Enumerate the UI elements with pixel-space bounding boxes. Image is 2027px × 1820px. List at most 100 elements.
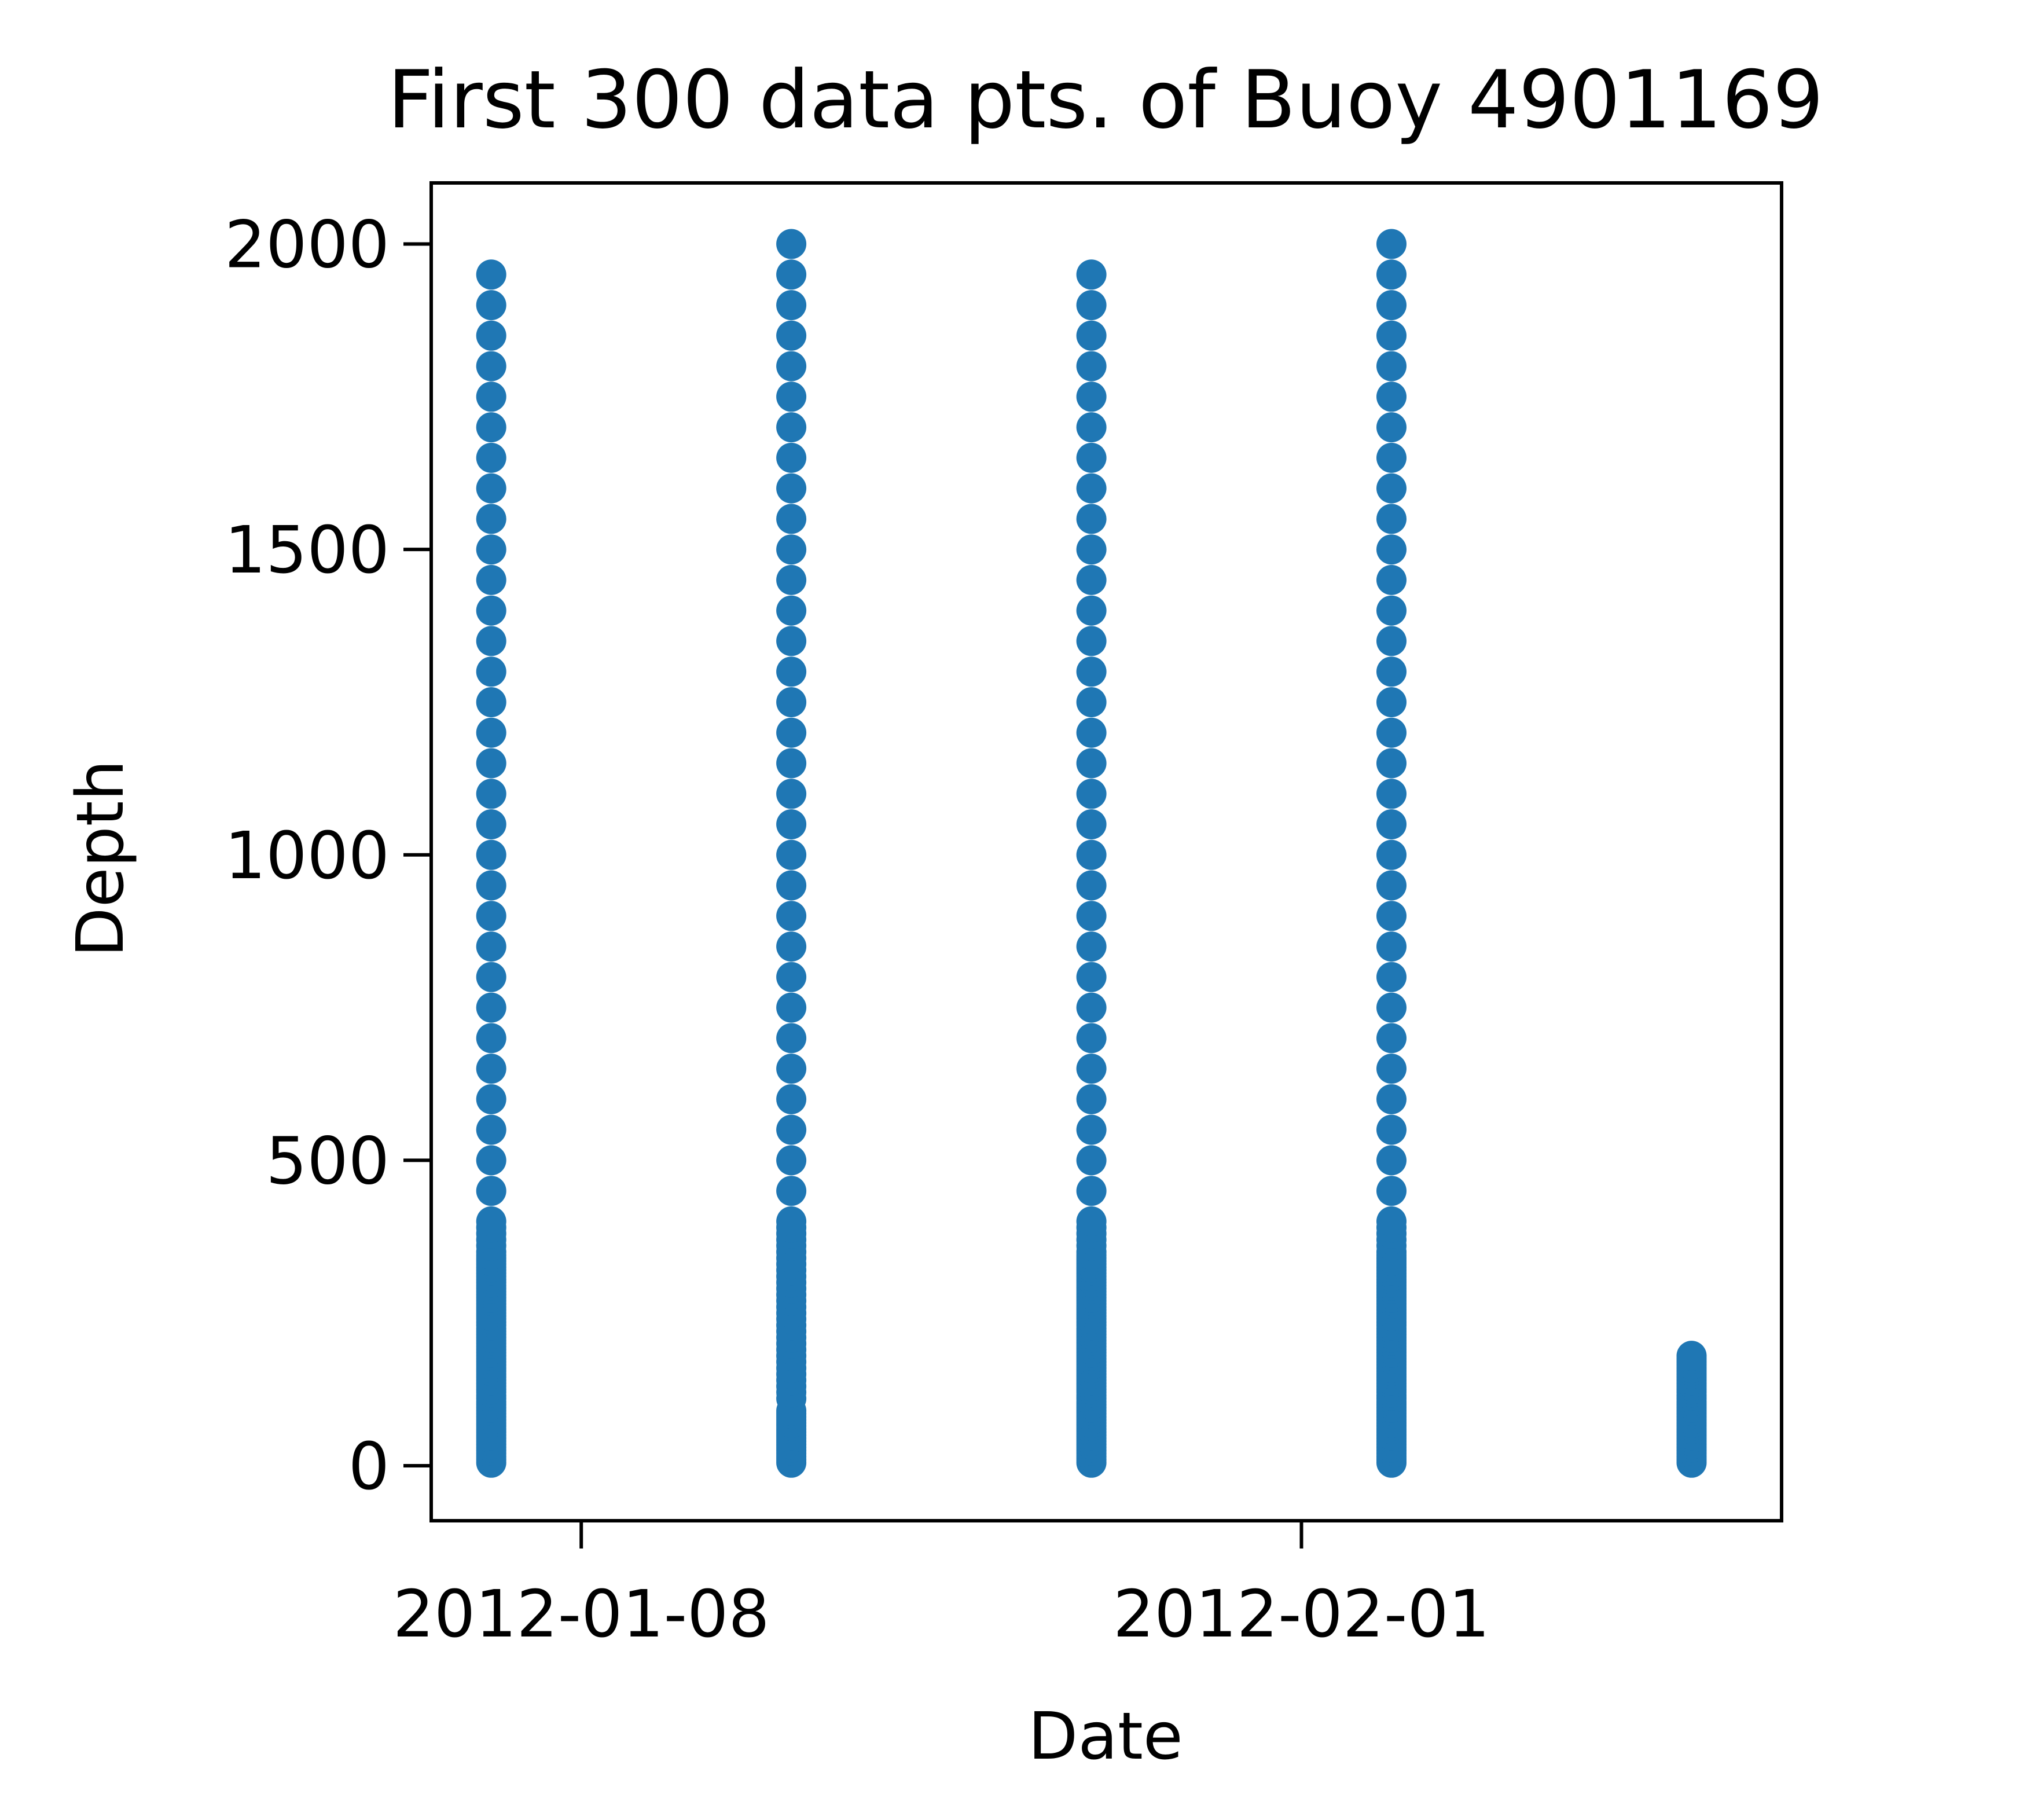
data-point	[1076, 656, 1107, 687]
data-point	[1376, 442, 1407, 473]
data-point	[1376, 809, 1407, 839]
data-point	[776, 320, 807, 351]
data-point	[1076, 1206, 1107, 1236]
data-point	[476, 870, 506, 901]
data-point	[476, 687, 506, 717]
data-point	[476, 564, 506, 595]
data-point	[476, 992, 506, 1023]
data-point	[476, 748, 506, 779]
data-point	[476, 290, 506, 321]
plot-frame	[429, 181, 1783, 1522]
data-point	[1376, 901, 1407, 931]
data-point	[1376, 1023, 1407, 1054]
data-point	[1076, 1114, 1107, 1145]
data-point	[1076, 1054, 1107, 1084]
data-point	[476, 656, 506, 687]
data-point	[1076, 1084, 1107, 1114]
data-points	[476, 229, 1707, 1478]
data-point	[476, 320, 506, 351]
data-point	[476, 1176, 506, 1206]
data-point	[1376, 1084, 1407, 1114]
data-point	[1076, 748, 1107, 779]
data-point	[476, 595, 506, 626]
y-tick-label: 2000	[225, 208, 390, 283]
data-point	[476, 534, 506, 565]
data-point	[1376, 687, 1407, 717]
data-point	[1676, 1341, 1707, 1371]
data-point	[776, 351, 807, 381]
data-point	[1076, 626, 1107, 656]
data-point	[476, 412, 506, 443]
data-point	[1076, 717, 1107, 748]
data-point	[1376, 626, 1407, 656]
data-point	[1076, 687, 1107, 717]
data-point	[1076, 381, 1107, 412]
data-point	[1376, 962, 1407, 992]
data-point	[776, 809, 807, 839]
data-point	[476, 839, 506, 870]
data-point	[776, 412, 807, 443]
data-point	[776, 839, 807, 870]
data-point	[1076, 320, 1107, 351]
y-tick-label: 1500	[225, 513, 390, 588]
data-point	[1076, 1145, 1107, 1176]
data-point	[1076, 473, 1107, 504]
data-point	[476, 626, 506, 656]
data-point	[776, 1023, 807, 1054]
data-point	[476, 473, 506, 504]
data-point	[476, 1206, 506, 1236]
data-point	[776, 870, 807, 901]
y-tick-label: 500	[266, 1124, 390, 1199]
data-point	[1376, 564, 1407, 595]
data-point	[1376, 290, 1407, 321]
data-point	[776, 259, 807, 290]
data-point	[776, 931, 807, 962]
data-point	[1076, 504, 1107, 534]
data-point	[1376, 229, 1407, 259]
data-point	[476, 809, 506, 839]
data-point	[1376, 656, 1407, 687]
profile-3	[1076, 259, 1107, 1478]
data-point	[1076, 259, 1107, 290]
data-point	[1376, 351, 1407, 381]
x-tick-label: 2012-02-01	[1113, 1577, 1490, 1652]
data-point	[476, 962, 506, 992]
data-point	[1076, 595, 1107, 626]
data-point	[476, 259, 506, 290]
data-point	[1076, 809, 1107, 839]
data-point	[476, 351, 506, 381]
data-point	[1076, 901, 1107, 931]
data-point	[476, 504, 506, 534]
x-axis-label: Date	[1028, 1699, 1183, 1774]
data-point	[1376, 1206, 1407, 1236]
data-point	[1376, 717, 1407, 748]
data-point	[776, 504, 807, 534]
data-point	[776, 992, 807, 1023]
profile-2	[776, 229, 807, 1478]
data-point	[1376, 381, 1407, 412]
data-point	[476, 442, 506, 473]
data-point	[776, 1084, 807, 1114]
data-point	[476, 1084, 506, 1114]
data-point	[1376, 1054, 1407, 1084]
data-point	[776, 229, 807, 259]
x-tick-label: 2012-01-08	[393, 1577, 770, 1652]
data-point	[476, 1145, 506, 1176]
data-point	[1376, 748, 1407, 779]
data-point	[776, 901, 807, 931]
data-point	[476, 1054, 506, 1084]
y-axis-label: Depth	[63, 759, 138, 957]
data-point	[776, 290, 807, 321]
data-point	[1376, 839, 1407, 870]
data-point	[1376, 870, 1407, 901]
data-point	[476, 1023, 506, 1054]
data-point	[1376, 931, 1407, 962]
data-point	[1376, 473, 1407, 504]
data-point	[1376, 320, 1407, 351]
data-point	[776, 962, 807, 992]
data-point	[776, 473, 807, 504]
data-point	[1076, 870, 1107, 901]
